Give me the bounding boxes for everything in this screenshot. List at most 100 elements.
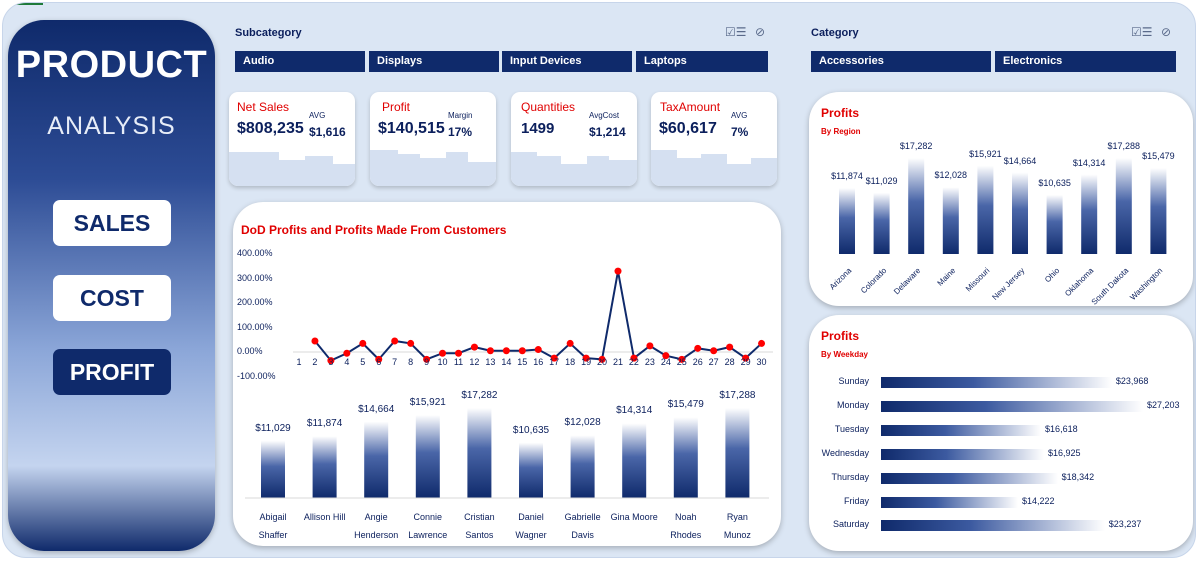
region-bar <box>977 165 994 254</box>
subcategory-laptops[interactable]: Laptops <box>636 51 768 72</box>
region-bar-label: $11,874 <box>831 171 863 182</box>
window-corner-accent <box>3 3 43 5</box>
customer-name-label: Cristian <box>464 512 495 522</box>
dod-point <box>566 339 574 347</box>
region-bar <box>942 187 959 254</box>
dod-point <box>311 337 319 345</box>
x-axis-tick-label: 16 <box>533 357 544 367</box>
dod-point <box>534 346 542 354</box>
nav-panel: PRODUCT ANALYSIS SALES COST PROFIT <box>8 20 215 551</box>
dod-point <box>742 354 750 362</box>
customer-name-label: Connie <box>413 512 443 522</box>
x-axis-tick-label: 9 <box>424 357 430 367</box>
x-axis-tick-label: 6 <box>376 357 382 367</box>
dod-point <box>582 354 590 362</box>
dod-point <box>391 337 399 345</box>
customers-bar-chart <box>245 408 769 499</box>
y-axis-tick-label: -100.00% <box>237 370 276 381</box>
cost-button[interactable]: COST <box>53 275 171 321</box>
x-axis-tick-label: 3 <box>328 357 334 367</box>
customer-bar-label: $17,282 <box>461 390 498 402</box>
customer-name-label: Gina Moore <box>610 512 658 522</box>
profit-button[interactable]: PROFIT <box>53 349 171 395</box>
weekday-chart-subtitle: By Weekday <box>821 350 868 359</box>
clear-filter-icon[interactable]: ⊘ <box>1161 25 1172 39</box>
kpi-value: 1499 <box>521 120 555 137</box>
customer-bar <box>519 442 543 498</box>
x-axis-tick-label: 11 <box>453 357 464 367</box>
dod-point <box>694 344 702 352</box>
x-axis-tick-label: 30 <box>756 357 767 367</box>
sales-button[interactable]: SALES <box>53 200 171 246</box>
customer-name-label: Shaffer <box>258 530 288 540</box>
kpi-sublabel: AVG <box>731 111 748 120</box>
region-chart-subtitle: By Region <box>821 127 861 136</box>
customer-bar-label: $14,314 <box>616 405 653 417</box>
multi-select-icon[interactable]: ☑☰ <box>725 25 747 39</box>
x-axis-tick-label: 26 <box>692 357 703 367</box>
weekday-bar <box>881 496 1018 508</box>
x-axis-tick-label: 20 <box>597 357 608 367</box>
customer-name-label: Angie <box>364 512 388 522</box>
customer-name-label: Noah <box>675 512 697 522</box>
customer-name-label: Gabrielle <box>564 512 601 522</box>
customer-bar-label: $17,288 <box>719 390 756 401</box>
customer-bar-label: $12,028 <box>564 417 601 429</box>
category-slicer-label: Category <box>811 27 859 39</box>
subcategory-displays[interactable]: Displays <box>369 51 499 72</box>
customer-bar-label: $15,479 <box>667 399 704 411</box>
multi-select-icon[interactable]: ☑☰ <box>1131 25 1153 39</box>
x-axis-tick-label: 17 <box>549 357 560 367</box>
dod-point <box>470 343 478 351</box>
dod-point <box>662 352 670 360</box>
region-chart-title: Profits <box>821 106 860 120</box>
weekday-bar <box>881 377 1112 388</box>
region-bar <box>1150 168 1167 254</box>
dod-point <box>630 354 638 362</box>
x-axis-tick-label: 23 <box>644 357 655 367</box>
customer-name-label: Santos <box>465 530 494 540</box>
weekday-label: Sunday <box>838 376 869 386</box>
weekday-label: Wednesday <box>821 447 869 458</box>
x-axis-tick-label: 13 <box>485 357 496 367</box>
region-bar-label: $11,029 <box>865 175 898 186</box>
customer-bar-label: $14,664 <box>358 403 395 415</box>
customer-name-label: Abigail <box>259 512 287 522</box>
region-bar-label: $17,288 <box>1107 141 1141 151</box>
region-bar <box>1081 174 1098 254</box>
kpi-title: Profit <box>382 100 411 114</box>
x-axis-tick-label: 29 <box>740 357 751 367</box>
customer-name-label: Munoz <box>723 530 751 540</box>
dod-point <box>455 349 462 357</box>
x-axis-tick-label: 24 <box>660 357 671 367</box>
nav-title: PRODUCT <box>15 44 208 86</box>
weekday-bar <box>881 472 1058 484</box>
region-bar-label: $12,028 <box>934 170 968 181</box>
weekday-chart-title: Profits <box>821 329 860 343</box>
kpi-card-quantities: Quantities 1499 AvgCost $1,214 <box>511 92 637 186</box>
subcategory-input-devices[interactable]: Input Devices <box>502 51 632 72</box>
kpi-value: $808,235 <box>237 120 304 137</box>
x-axis-tick-label: 2 <box>312 357 318 367</box>
subcategory-slicer-label: Subcategory <box>235 27 302 39</box>
kpi-sparkline <box>511 152 637 186</box>
subcategory-audio[interactable]: Audio <box>235 51 365 72</box>
customer-bar-label: $11,874 <box>306 418 343 430</box>
category-electronics[interactable]: Electronics <box>995 51 1176 72</box>
category-accessories[interactable]: Accessories <box>811 51 991 72</box>
kpi-title: TaxAmount <box>660 100 721 114</box>
dod-point <box>678 355 686 363</box>
weekday-bar-label: $16,925 <box>1048 447 1081 458</box>
clear-filter-icon[interactable]: ⊘ <box>755 25 766 39</box>
x-axis-tick-label: 4 <box>344 357 350 367</box>
dod-line-chart <box>293 267 773 365</box>
x-axis-tick-label: 10 <box>437 357 448 367</box>
region-bar-label: $15,479 <box>1142 151 1175 162</box>
dod-point <box>486 347 494 355</box>
dod-point <box>423 355 431 363</box>
customer-bar <box>673 417 698 498</box>
customer-bar <box>312 436 337 498</box>
region-panel: Profits By Region $11,874 Arizona $11,029 C… <box>809 92 1193 307</box>
x-axis-tick-label: 15 <box>517 357 528 367</box>
dod-point <box>502 347 510 355</box>
